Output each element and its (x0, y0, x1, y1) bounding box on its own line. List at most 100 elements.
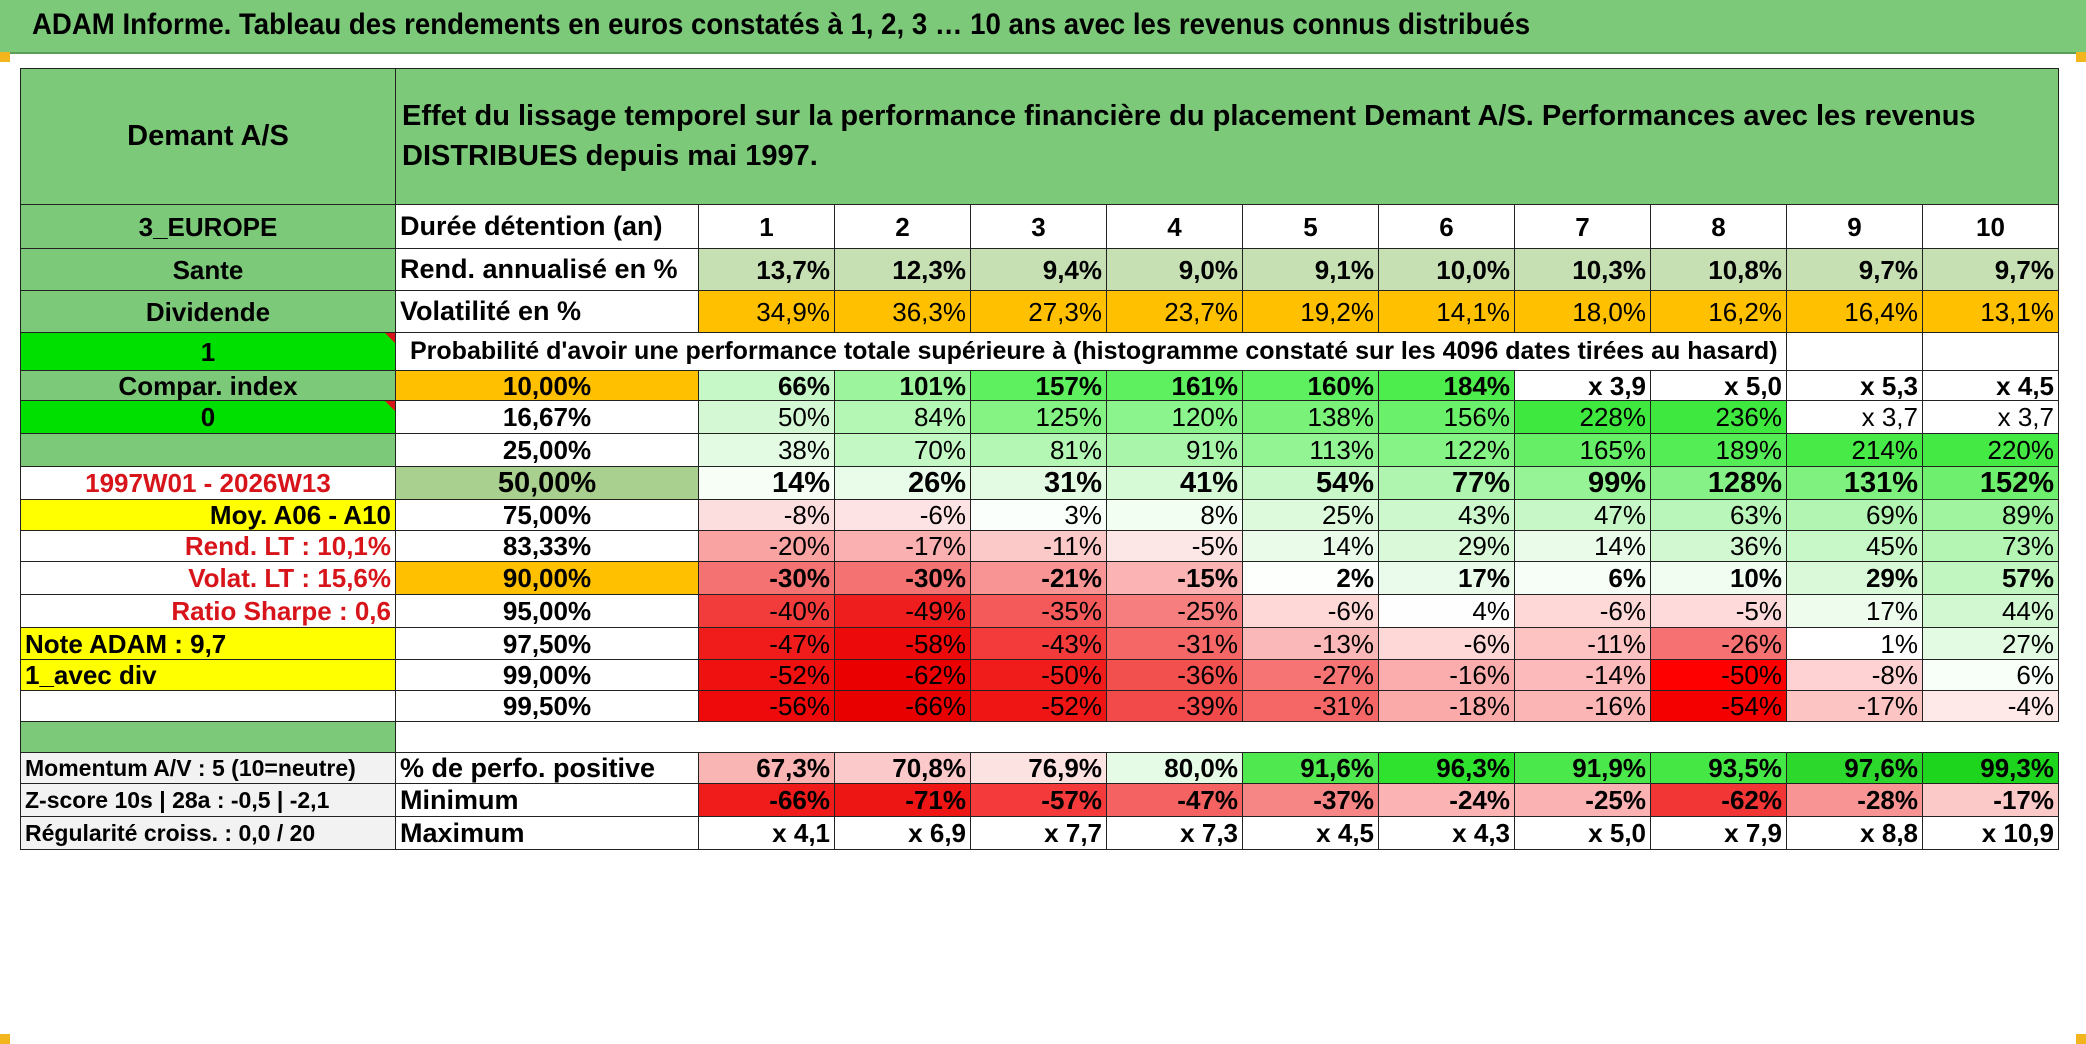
regularite-label: Régularité croiss. : 0,0 / 20 (20, 816, 396, 850)
value-cell: 34,9% (698, 290, 835, 333)
value-cell: 99% (1514, 466, 1651, 500)
value-cell: -17% (834, 530, 971, 562)
value-cell: 17% (1378, 561, 1515, 595)
volat-lt-label: Volat. LT : 15,6% (20, 561, 396, 595)
value-cell: 14% (1514, 530, 1651, 562)
year-header: 6 (1378, 204, 1515, 249)
value-cell: -31% (1242, 690, 1379, 722)
table-row: Sante Rend. annualisé en % 13,7% 12,3% 9,4% 9… (20, 248, 2059, 291)
value-cell: -25% (1514, 783, 1651, 817)
value-cell: 2% (1242, 561, 1379, 595)
value-cell: -31% (1106, 627, 1243, 660)
value-cell: 93,5% (1650, 752, 1787, 784)
value-cell: -28% (1786, 783, 1923, 817)
value-cell: 29% (1378, 530, 1515, 562)
value-cell: 131% (1786, 466, 1923, 500)
table-row: 1_avec div 99,00% -52% -62% -50% -36% -27% -16%… (20, 659, 2059, 691)
value-cell: -43% (970, 627, 1107, 660)
value-cell: 47% (1514, 499, 1651, 531)
value-cell: -5% (1106, 530, 1243, 562)
value-cell: x 3,7 (1922, 400, 2059, 434)
selector-zero: 0 (20, 400, 396, 434)
value-cell: 6% (1922, 659, 2059, 691)
value-cell: -11% (970, 530, 1107, 562)
value-cell: 101% (834, 370, 971, 401)
value-cell: 13,1% (1922, 290, 2059, 333)
probability-threshold: 99,00% (395, 659, 699, 691)
value-cell: 36,3% (834, 290, 971, 333)
value-cell: 96,3% (1378, 752, 1515, 784)
value-cell: -52% (970, 690, 1107, 722)
value-cell: 73% (1922, 530, 2059, 562)
row-label-rend: Rend. annualisé en % (395, 248, 699, 291)
moy-label: Moy. A06 - A10 (20, 499, 396, 531)
value-cell: 57% (1922, 561, 2059, 595)
performance-table: Demant A/S Effet du lissage temporel sur … (20, 68, 2059, 850)
value-cell: 89% (1922, 499, 2059, 531)
value-cell: -36% (1106, 659, 1243, 691)
value-cell: 113% (1242, 433, 1379, 467)
region-label: 3_EUROPE (20, 204, 396, 249)
value-cell: 9,7% (1922, 248, 2059, 291)
value-cell: -6% (1514, 594, 1651, 628)
value-cell: -39% (1106, 690, 1243, 722)
value-cell: -16% (1378, 659, 1515, 691)
value-cell: -50% (1650, 659, 1787, 691)
value-cell: 120% (1106, 400, 1243, 434)
value-cell: 13,7% (698, 248, 835, 291)
value-cell: -47% (1106, 783, 1243, 817)
value-cell: -20% (698, 530, 835, 562)
value-cell: -24% (1378, 783, 1515, 817)
value-cell: 10,0% (1378, 248, 1515, 291)
value-cell: -66% (698, 783, 835, 817)
value-cell: -13% (1242, 627, 1379, 660)
value-cell: -50% (970, 659, 1107, 691)
fund-name: Demant A/S (20, 68, 396, 205)
value-cell: 12,3% (834, 248, 971, 291)
row-label-max: Maximum (395, 816, 699, 850)
value-cell: 228% (1514, 400, 1651, 434)
value-cell: 54% (1242, 466, 1379, 500)
value-cell: 67,3% (698, 752, 835, 784)
year-header: 8 (1650, 204, 1787, 249)
year-header: 5 (1242, 204, 1379, 249)
type-label: Dividende (20, 290, 396, 333)
value-cell: 152% (1922, 466, 2059, 500)
value-cell: 44% (1922, 594, 2059, 628)
value-cell: 70,8% (834, 752, 971, 784)
value-cell: 9,1% (1242, 248, 1379, 291)
value-cell: 80,0% (1106, 752, 1243, 784)
value-cell: 4% (1378, 594, 1515, 628)
value-cell: 63% (1650, 499, 1787, 531)
value-cell: -5% (1650, 594, 1787, 628)
value-cell: 10% (1650, 561, 1787, 595)
value-cell: -56% (698, 690, 835, 722)
value-cell: -6% (1378, 627, 1515, 660)
value-cell: -62% (834, 659, 971, 691)
value-cell: x 10,9 (1922, 816, 2059, 850)
value-cell: -30% (834, 561, 971, 595)
value-cell: x 4,3 (1378, 816, 1515, 850)
period-label: 1997W01 - 2026W13 (20, 466, 396, 500)
value-cell: -57% (970, 783, 1107, 817)
table-row: 0 16,67% 50% 84% 125% 120% 138% 156% 228% 236% x 3… (20, 400, 2059, 434)
value-cell: 6% (1514, 561, 1651, 595)
table-cell (1922, 332, 2059, 371)
table-row: Régularité croiss. : 0,0 / 20 Maximum x 4,… (20, 816, 2059, 850)
value-cell: -26% (1650, 627, 1787, 660)
zscore-label: Z-score 10s | 28a : -0,5 | -2,1 (20, 783, 396, 817)
value-cell: -58% (834, 627, 971, 660)
probability-threshold: 95,00% (395, 594, 699, 628)
table-cell (1786, 332, 1923, 371)
table-row: 3_EUROPE Durée détention (an) 1 2 3 4 5 6 7 8 9 10 (20, 204, 2059, 249)
value-cell: 1% (1786, 627, 1923, 660)
value-cell: 214% (1786, 433, 1923, 467)
year-header: 4 (1106, 204, 1243, 249)
value-cell: x 7,9 (1650, 816, 1787, 850)
value-cell: -25% (1106, 594, 1243, 628)
value-cell: 14% (698, 466, 835, 500)
value-cell: 91,6% (1242, 752, 1379, 784)
value-cell: 138% (1242, 400, 1379, 434)
value-cell: -15% (1106, 561, 1243, 595)
value-cell: 41% (1106, 466, 1243, 500)
